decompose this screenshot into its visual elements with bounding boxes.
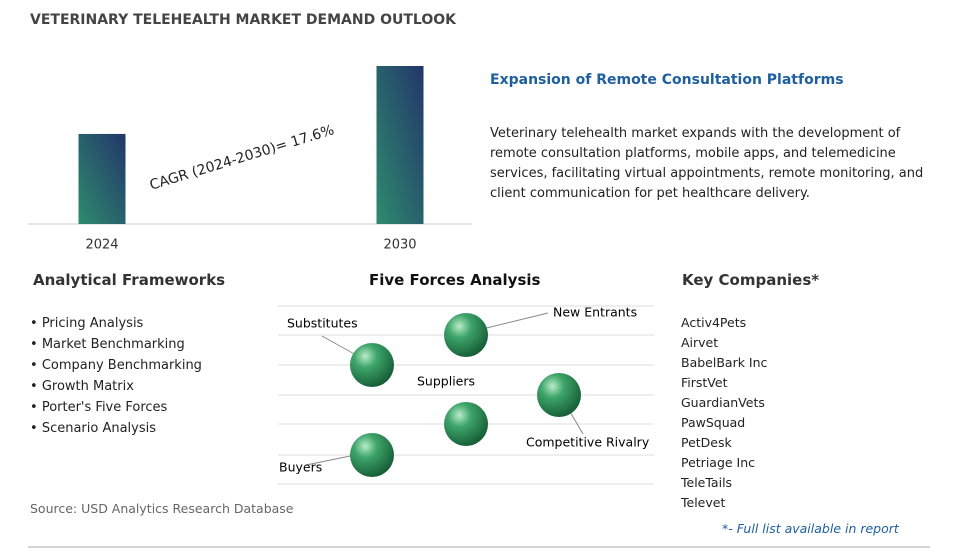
bullet: • (30, 379, 42, 394)
list-item: • Growth Matrix (30, 376, 202, 397)
list-item: • Pricing Analysis (30, 313, 202, 334)
bullet: • (30, 400, 42, 415)
bullet: • (30, 421, 42, 436)
cagr-label: CAGR (2024-2030)= 17.6% (148, 122, 336, 193)
list-item: GuardianVets (681, 393, 767, 413)
sphere (444, 313, 488, 357)
source: Source: USD Analytics Research Database (30, 501, 294, 516)
force-label: Suppliers (417, 374, 475, 389)
highlight-heading: Expansion of Remote Consultation Platfor… (490, 72, 844, 88)
sphere (537, 373, 581, 417)
five-forces: Substitutes New Entrants Suppliers Compe… (278, 305, 654, 485)
list-item: PawSquad (681, 413, 767, 433)
item-text: GuardianVets (681, 395, 765, 410)
list-item: Airvet (681, 333, 767, 353)
item-text: Airvet (681, 335, 719, 350)
item-text: BabelBark Inc (681, 355, 768, 370)
list-item: • Scenario Analysis (30, 418, 202, 439)
sphere (444, 402, 488, 446)
force-label: New Entrants (553, 305, 637, 320)
list-item: • Porter's Five Forces (30, 397, 202, 418)
sphere (350, 433, 394, 477)
frameworks-heading: Analytical Frameworks (33, 271, 226, 289)
list-item: • Market Benchmarking (30, 334, 202, 355)
item-text: PetDesk (681, 435, 732, 450)
item-text: Scenario Analysis (41, 421, 157, 436)
note: *- Full list available in report (722, 521, 899, 536)
list-item: Petriage Inc (681, 453, 767, 473)
item-text: Petriage Inc (681, 455, 756, 470)
item-text: TeleTails (681, 475, 733, 490)
title: VETERINARY TELEHEALTH MARKET DEMAND OUTL… (30, 12, 456, 28)
item-text: Pricing Analysis (41, 316, 144, 331)
bullet: • (30, 316, 42, 331)
bar (376, 66, 424, 224)
list-item: • Company Benchmarking (30, 355, 202, 376)
list-item: FirstVet (681, 373, 767, 393)
bullet: • (30, 358, 42, 373)
frameworks-list: • Pricing Analysis • Market Benchmarking •… (30, 313, 202, 439)
bullet: • (30, 337, 42, 352)
x-tick-label: 2024 (85, 238, 118, 253)
list-item: PetDesk (681, 433, 767, 453)
list-item: Activ4Pets (681, 313, 767, 333)
bar (78, 133, 126, 224)
force-label: Competitive Rivalry (526, 435, 650, 450)
item-text: Porter's Five Forces (41, 400, 168, 415)
companies-heading: Key Companies* (682, 271, 820, 289)
force-label: Buyers (279, 460, 322, 475)
item-text: Activ4Pets (681, 315, 747, 330)
item-text: Company Benchmarking (41, 358, 202, 373)
forces-heading: Five Forces Analysis (369, 271, 541, 289)
list-item: BabelBark Inc (681, 353, 767, 373)
item-text: Growth Matrix (41, 379, 134, 394)
list-item: Televet (681, 493, 767, 513)
item-text: Televet (681, 495, 726, 510)
item-text: Market Benchmarking (41, 337, 185, 352)
list-item: TeleTails (681, 473, 767, 493)
highlight-text: Veterinary telehealth market expands wit… (490, 126, 924, 201)
companies-list: Activ4Pets Airvet BabelBark Inc FirstVet Gua… (681, 313, 767, 513)
item-text: FirstVet (681, 375, 728, 390)
item-text: PawSquad (681, 415, 746, 430)
x-tick-label: 2030 (383, 238, 416, 253)
force-label: Substitutes (287, 316, 358, 331)
sphere (350, 343, 394, 387)
